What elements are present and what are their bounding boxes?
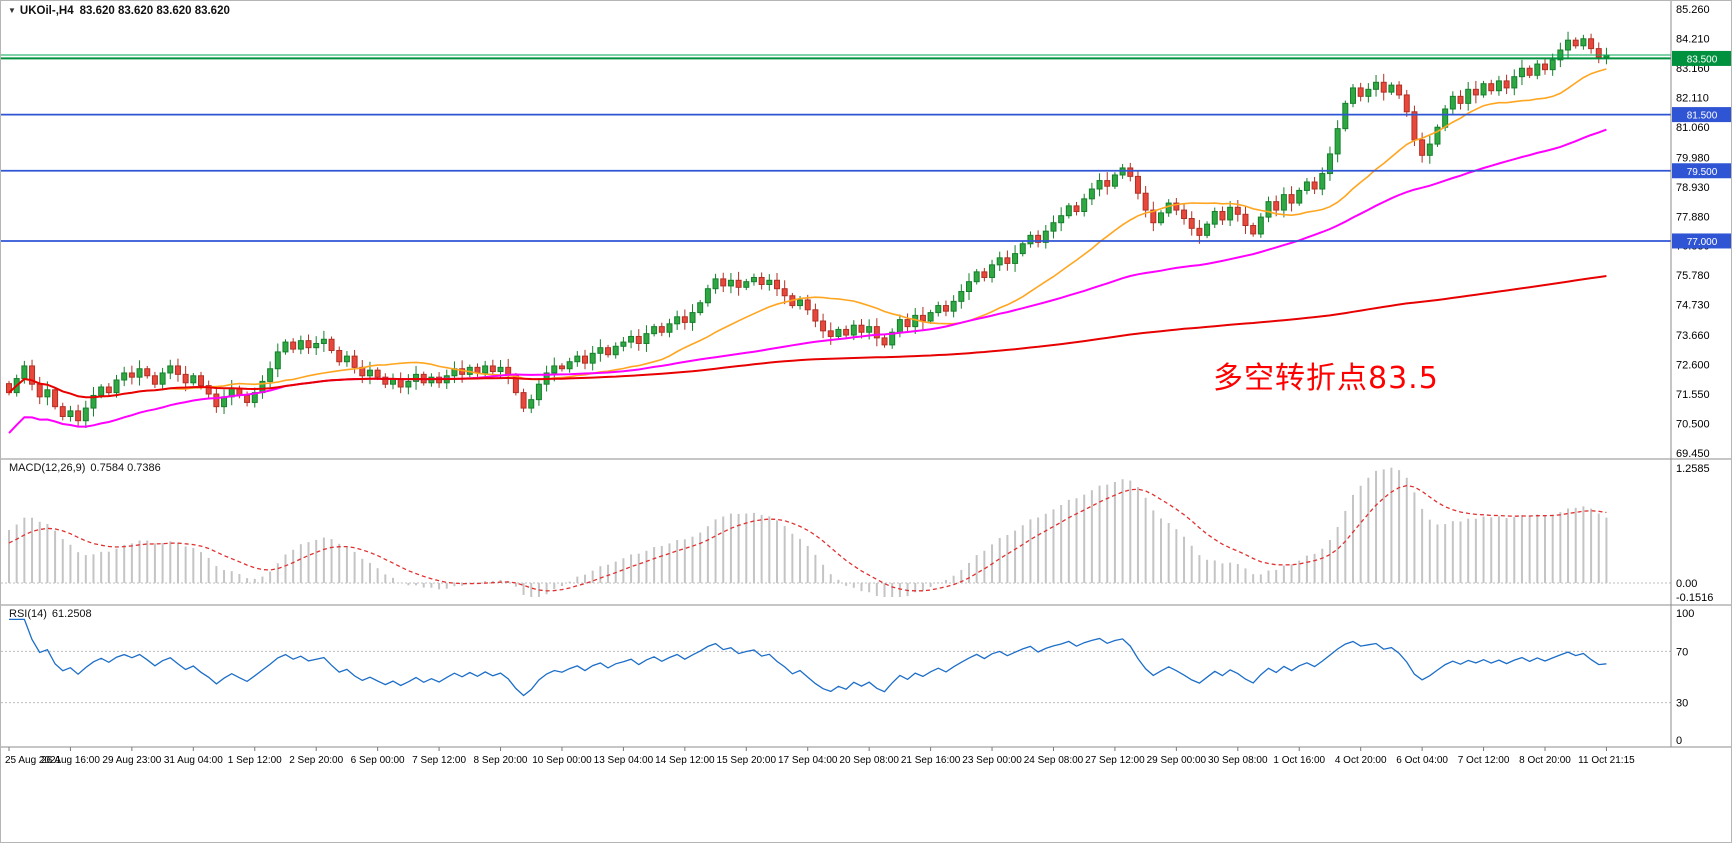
price-axis-label: 79.980 — [1676, 152, 1710, 164]
macd-pane-label: MACD(12,26,9) 0.7584 0.7386 — [9, 462, 161, 474]
price-axis-label: 81.060 — [1676, 122, 1710, 134]
time-axis-label: 2 Sep 20:00 — [289, 755, 343, 766]
time-axis-label: 29 Sep 00:00 — [1147, 755, 1207, 766]
time-axis-label: 6 Sep 00:00 — [351, 755, 405, 766]
price-axis-label: 69.450 — [1676, 448, 1710, 460]
time-axis-label: 31 Aug 04:00 — [164, 755, 223, 766]
time-axis-label: 21 Sep 16:00 — [901, 755, 961, 766]
level-price-tag-label: 81.500 — [1687, 111, 1718, 122]
time-axis-label: 8 Oct 20:00 — [1519, 755, 1571, 766]
price-axis-label: 82.110 — [1676, 92, 1709, 104]
time-axis-label: 7 Sep 12:00 — [412, 755, 466, 766]
macd-values: 0.7584 0.7386 — [90, 462, 161, 474]
price-axis-label: 78.930 — [1676, 182, 1710, 194]
level-price-tag — [1672, 233, 1731, 249]
time-axis-label: 15 Sep 20:00 — [717, 755, 777, 766]
macd-axis-label: 1.2585 — [1676, 463, 1710, 475]
rsi-pane-label: RSI(14) 61.2508 — [9, 608, 92, 620]
level-price-tag-label: 83.500 — [1687, 54, 1718, 65]
rsi-axis-label: 30 — [1676, 698, 1688, 710]
macd-pane: 1.2585 0.00 -0.1516 — [1, 463, 1713, 604]
mid-ma[interactable] — [8, 128, 1607, 434]
time-axis-label: 17 Sep 04:00 — [778, 755, 838, 766]
time-axis-label: 20 Sep 08:00 — [839, 755, 899, 766]
price-axis-label: 75.780 — [1676, 270, 1710, 282]
macd-signal-line — [8, 484, 1607, 592]
level-price-tag — [1672, 107, 1731, 123]
level-lines — [1, 54, 1671, 242]
rsi-line — [9, 618, 1607, 697]
price-axis: 85.260 84.210 83.160 82.110 81.060 79.980 78.9… — [1672, 4, 1731, 460]
level-price-tag-label: 77.000 — [1687, 237, 1718, 248]
time-axis-label: 8 Sep 20:00 — [474, 755, 528, 766]
price-axis-label: 74.730 — [1676, 300, 1710, 312]
time-axis-label: 6 Oct 04:00 — [1396, 755, 1448, 766]
ohlc-values: 83.620 83.620 83.620 83.620 — [79, 5, 230, 17]
symbol-label: UKOil-,H4 — [19, 5, 74, 17]
time-axis-label: 23 Sep 00:00 — [962, 755, 1022, 766]
price-axis-label: 77.880 — [1676, 211, 1710, 223]
candles — [6, 31, 1610, 429]
price-axis-label: 83.160 — [1676, 63, 1710, 75]
time-axis-label: 27 Sep 12:00 — [1085, 755, 1145, 766]
fast-ma[interactable] — [8, 68, 1607, 399]
level-price-tag-label: 79.500 — [1687, 167, 1718, 178]
price-axis-label: 71.550 — [1676, 389, 1710, 401]
price-axis-label: 84.210 — [1676, 33, 1710, 45]
price-axis-label: 73.660 — [1676, 330, 1710, 342]
time-axis-label: 4 Oct 20:00 — [1335, 755, 1387, 766]
slow-ma[interactable] — [8, 275, 1607, 399]
time-axis-label: 26 Aug 16:00 — [41, 755, 100, 766]
text-annotation[interactable]: 多空转折点83.5 — [1213, 361, 1439, 396]
time-axis-label: 13 Sep 04:00 — [594, 755, 654, 766]
time-axis-label: 25 Aug 2021 — [5, 755, 62, 766]
time-axis-label: 1 Sep 12:00 — [228, 755, 282, 766]
chart-title: ▼ UKOil-,H4 83.620 83.620 83.620 83.620 — [8, 5, 230, 17]
rsi-value: 61.2508 — [51, 608, 92, 620]
price-axis-label: 72.600 — [1676, 360, 1710, 372]
level-price-tag — [1672, 50, 1731, 66]
level-price-tag — [1672, 163, 1731, 179]
time-axis-label: 1 Oct 16:00 — [1273, 755, 1325, 766]
time-axis-label: 24 Sep 08:00 — [1024, 755, 1084, 766]
time-axis-label: 30 Sep 08:00 — [1208, 755, 1268, 766]
rsi-label: RSI(14) — [9, 608, 47, 620]
time-axis-label: 29 Aug 23:00 — [102, 755, 161, 766]
borders — [1, 1, 1731, 748]
time-axis-label: 14 Sep 12:00 — [655, 755, 715, 766]
rsi-axis-label: 70 — [1676, 646, 1688, 658]
symbol-dropdown-icon[interactable]: ▼ — [8, 6, 16, 15]
macd-axis-label: -0.1516 — [1676, 592, 1713, 604]
macd-label: MACD(12,26,9) — [9, 462, 86, 474]
time-axis-label: 7 Oct 12:00 — [1458, 755, 1510, 766]
time-axis-label: 10 Sep 00:00 — [532, 755, 592, 766]
rsi-pane: 100 70 30 0 — [1, 608, 1694, 747]
moving-averages — [8, 68, 1607, 434]
price-axis-label: 85.260 — [1676, 4, 1710, 16]
price-axis-label: 70.500 — [1676, 419, 1710, 431]
time-axis-label: 11 Oct 21:15 — [1578, 755, 1635, 766]
rsi-axis-label: 100 — [1676, 608, 1694, 620]
macd-axis-label: 0.00 — [1676, 578, 1697, 590]
rsi-axis-label: 0 — [1676, 735, 1682, 747]
